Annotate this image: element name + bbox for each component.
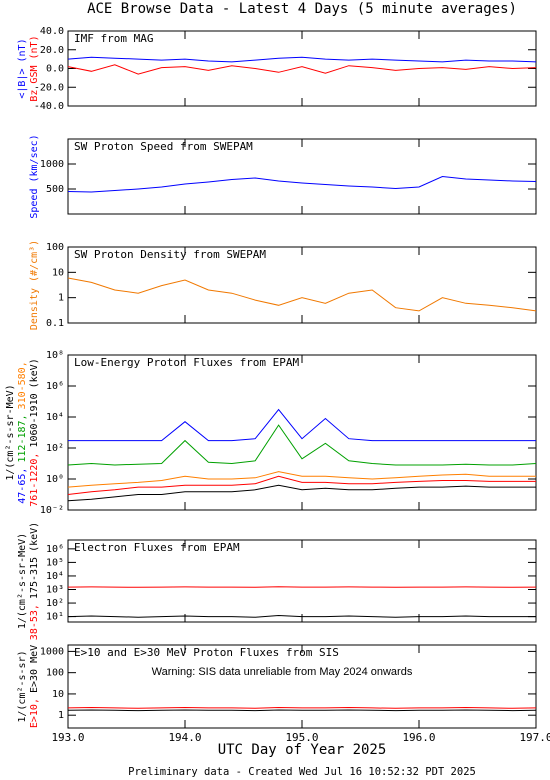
series-line — [67, 56, 537, 63]
y-axis-label: 1/(cm²-s-sr) — [17, 650, 28, 722]
y-axis-label-part: 47-65, — [17, 468, 28, 504]
x-tick-label: 193.0 — [51, 731, 84, 744]
y-tick-label: -40.0 — [34, 101, 64, 112]
y-tick-label: 100 — [46, 668, 64, 679]
y-tick-label: 10⁰ — [46, 474, 64, 485]
y-axis-label-part: Speed (km/sec) — [29, 134, 40, 218]
y-tick-label: 1000 — [40, 159, 64, 170]
y-tick-label: 10⁴ — [46, 412, 64, 423]
series-line — [67, 706, 537, 709]
series-line — [67, 424, 537, 466]
panel-title: IMF from MAG — [74, 32, 153, 45]
y-tick-label: -20.0 — [34, 82, 64, 93]
y-axis-label-part: 175-315 — [29, 557, 40, 599]
y-tick-label: 10² — [46, 598, 64, 609]
panel-title: SW Proton Density from SWEPAM — [74, 248, 266, 261]
panel-title: Low-Energy Proton Fluxes from EPAM — [74, 356, 300, 369]
y-tick-label: 10⁴ — [46, 571, 64, 582]
page-title: ACE Browse Data - Latest 4 Days (5 minut… — [87, 1, 517, 17]
annotation: Warning: SIS data unreliable from May 20… — [152, 666, 413, 678]
series-line — [67, 175, 537, 193]
panel-title: SW Proton Speed from SWEPAM — [74, 140, 253, 153]
y-axis-label: <|B|> (nT) — [17, 38, 28, 98]
y-axis-label: 1/(cm²-s-sr-MeV) — [17, 533, 28, 629]
y-axis-label-part: 1/(cm²-s-sr-MeV) — [17, 533, 28, 629]
y-tick-label: 100 — [46, 242, 64, 253]
y-axis-label-part: E>30 MeV — [29, 645, 40, 693]
y-tick-label: 40.0 — [40, 26, 64, 37]
y-axis-label: 38-53, 175-315 (keV) — [29, 522, 40, 640]
y-axis-label: 47-65, 112-187, 310-580, — [17, 361, 28, 503]
y-tick-label: 10⁸ — [46, 350, 64, 361]
panel-title: E>10 and E>30 MeV Proton Fluxes from SIS — [74, 646, 339, 659]
y-tick-label: 1 — [58, 710, 64, 721]
y-axis-label-part: 112-187, — [17, 414, 28, 462]
y-tick-label: 500 — [46, 184, 64, 195]
y-axis-label-part: 1/(cm²-s-sr) — [17, 650, 28, 722]
y-tick-label: 10² — [46, 443, 64, 454]
series-line — [67, 64, 537, 75]
series-line — [67, 709, 537, 712]
x-tick-label: 197.0 — [519, 731, 550, 744]
series-line — [67, 484, 536, 502]
panel-title: Electron Fluxes from EPAM — [74, 541, 240, 554]
y-tick-label: 10³ — [46, 585, 64, 596]
y-axis-label-part: 1/(cm²-s-sr-MeV) — [5, 384, 16, 480]
footer: Preliminary data - Created Wed Jul 16 10… — [128, 766, 476, 778]
x-axis-label: UTC Day of Year 2025 — [218, 742, 387, 758]
y-axis-label: Bz GSM (nT) — [29, 35, 40, 101]
y-axis-label: 1/(cm²-s-sr-MeV) — [5, 384, 16, 480]
y-tick-label: 10⁶ — [46, 381, 64, 392]
y-tick-label: 10 — [52, 689, 64, 700]
y-axis-label-part: (keV) — [29, 522, 40, 552]
x-tick-label: 196.0 — [402, 731, 435, 744]
series-line — [67, 277, 537, 312]
y-tick-label: 10⁶ — [46, 544, 64, 555]
y-tick-label: 1 — [58, 293, 64, 304]
y-axis-label-part: Density (#/cm³) — [29, 240, 40, 330]
y-axis-label-part: (keV) — [29, 358, 40, 388]
y-axis-label-part: E>10, — [29, 698, 40, 728]
y-tick-label: 20.0 — [40, 45, 64, 56]
y-axis-label: E>10, E>30 MeV — [29, 645, 40, 728]
y-tick-label: 0.1 — [46, 318, 64, 329]
y-axis-label: 761-1220, 1060-1910 (keV) — [29, 358, 40, 506]
series-line — [68, 408, 536, 442]
y-axis-label-part: Bz GSM (nT) — [29, 35, 40, 101]
y-tick-label: 10⁵ — [46, 557, 64, 568]
x-tick-label: 195.0 — [285, 731, 318, 744]
series-line — [67, 614, 536, 618]
y-axis-label-part: 38-53, — [29, 604, 40, 640]
y-axis-label: Speed (km/sec) — [29, 134, 40, 218]
y-tick-label: 10⁻² — [40, 505, 64, 516]
y-tick-label: 1000 — [40, 646, 64, 657]
y-tick-label: 10 — [52, 267, 64, 278]
y-axis-label-part: 761-1220, — [29, 453, 40, 507]
series-line — [67, 471, 536, 488]
series-line — [67, 586, 537, 588]
x-tick-label: 194.0 — [168, 731, 201, 744]
y-tick-label: 0.0 — [46, 64, 64, 75]
y-axis-label: Density (#/cm³) — [29, 240, 40, 330]
y-axis-label-part: 310-580, — [17, 361, 28, 409]
y-axis-label-part: <|B|> (nT) — [17, 38, 28, 98]
y-tick-label: 10¹ — [46, 612, 64, 623]
y-axis-label-part: 1060-1910 — [29, 393, 40, 447]
series-line — [67, 475, 536, 495]
